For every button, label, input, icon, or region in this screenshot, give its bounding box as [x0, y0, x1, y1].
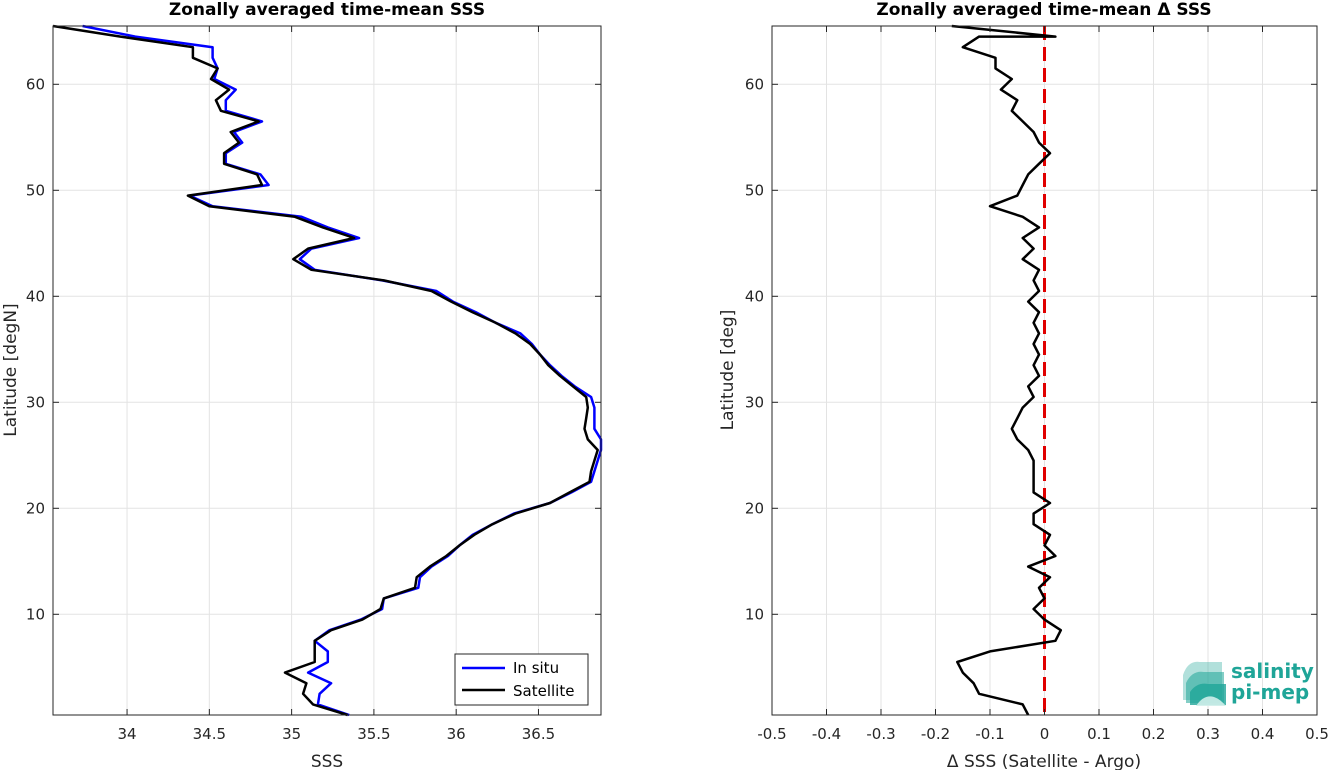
right-ytick-label: 40 [745, 287, 764, 305]
left-title: Zonally averaged time-mean SSS [169, 0, 485, 20]
right-ticks: -0.5 -0.4 -0.3 -0.2 -0.1 0 0.1 0.2 0.3 0.4 0.5 10 20… [745, 26, 1329, 743]
left-ytick-label: 60 [26, 75, 45, 93]
left-series-in-situ-line [82, 24, 603, 717]
right-xtick-label: 0.5 [1305, 725, 1329, 743]
logo-text-line1: salinity [1231, 659, 1314, 683]
right-xtick-label: 0.4 [1251, 725, 1275, 743]
left-xlabel: SSS [311, 752, 343, 770]
right-ytick-label: 10 [745, 605, 764, 623]
right-xtick-label: -0.3 [866, 725, 895, 743]
left-ticks: 34 34.5 35 35.5 36 36.5 10 20 30 40 50 60 [26, 26, 601, 743]
right-xlabel: Δ SSS (Satellite - Argo) [947, 752, 1141, 770]
right-ytick-label: 50 [745, 181, 764, 199]
right-ylabel: Latitude [deg] [718, 310, 738, 431]
left-lines [52, 24, 603, 717]
legend-label-satellite: Satellite [513, 682, 574, 700]
right-xtick-label: -0.2 [921, 725, 950, 743]
right-ytick-label: 20 [745, 499, 764, 517]
left-grid [53, 26, 601, 715]
right-xtick-label: 0.1 [1087, 725, 1111, 743]
left-ytick-label: 20 [26, 499, 45, 517]
right-ytick-label: 30 [745, 393, 764, 411]
left-xtick-label: 34 [118, 725, 137, 743]
right-title: Zonally averaged time-mean Δ SSS [876, 0, 1211, 20]
right-series-delta-sss-line [951, 24, 1063, 716]
right-xtick-label: 0 [1040, 725, 1050, 743]
right-lines [951, 24, 1063, 716]
logo-text-line2: pi-mep [1231, 680, 1309, 704]
left-axes-box [52, 25, 602, 716]
right-xtick-label: -0.4 [812, 725, 841, 743]
right-xtick-label: -0.5 [757, 725, 786, 743]
logo-waves-icon [1183, 661, 1226, 706]
left-xtick-label: 36.5 [522, 725, 555, 743]
left-xtick-label: 34.5 [193, 725, 226, 743]
left-xtick-label: 35 [282, 725, 301, 743]
left-ytick-label: 40 [26, 287, 45, 305]
left-xtick-label: 36 [447, 725, 466, 743]
left-ytick-label: 30 [26, 393, 45, 411]
left-xtick-label: 35.5 [357, 725, 390, 743]
left-series-satellite-line [52, 24, 599, 717]
left-ytick-label: 50 [26, 181, 45, 199]
left-ytick-label: 10 [26, 605, 45, 623]
right-xtick-label: 0.2 [1142, 725, 1166, 743]
legend-label-in-situ: In situ [513, 659, 559, 677]
salinity-pi-mep-logo: salinity pi-mep [1183, 659, 1314, 706]
legend-box [454, 653, 589, 706]
left-ylabel: Latitude [degN] [1, 303, 21, 436]
legend: In situ Satellite [454, 653, 589, 706]
right-ytick-label: 60 [745, 75, 764, 93]
right-xtick-label: -0.1 [975, 725, 1004, 743]
left-panel: 34 34.5 35 35.5 36 36.5 10 20 30 40 50 60 Zonally a… [1, 0, 603, 770]
right-panel: -0.5 -0.4 -0.3 -0.2 -0.1 0 0.1 0.2 0.3 0.4 0.5 10 20… [718, 0, 1329, 770]
right-xtick-label: 0.3 [1196, 725, 1220, 743]
